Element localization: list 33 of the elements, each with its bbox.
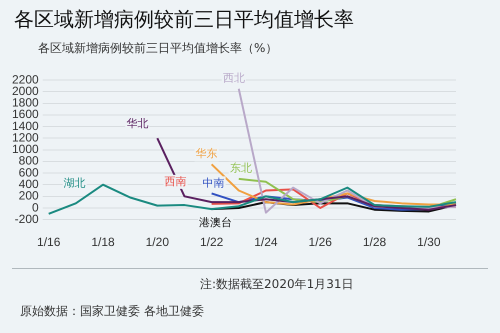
series-label: 华东	[196, 147, 218, 160]
y-tick-label: 2000	[12, 84, 40, 98]
y-tick-label: 2200	[12, 72, 40, 86]
series-label: 中南	[202, 176, 225, 190]
y-tick-label: 200	[18, 188, 40, 203]
y-tick-label: 1600	[12, 107, 40, 122]
y-tick-label: 1800	[12, 96, 40, 110]
series-label: 华北	[126, 117, 148, 130]
series-label: 湖北	[64, 176, 86, 190]
y-tick-label: 800	[18, 154, 40, 168]
x-tick-label: 1/28	[362, 235, 387, 250]
y-tick-label: 400	[18, 177, 40, 192]
y-tick-label: 1000	[12, 142, 40, 156]
x-tick-label: 1/16	[37, 235, 61, 250]
x-tick-label: 1/22	[200, 235, 224, 250]
y-tick-label: 0	[32, 200, 40, 214]
x-tick-label: 1/26	[308, 235, 332, 250]
x-tick-label: 1/18	[91, 235, 116, 250]
text: 原始数据：国家卫健委 各地卫健委	[20, 303, 204, 320]
y-tick-label: 1200	[12, 130, 40, 144]
chart-subtitle: 各区域新增病例较前三日平均值增长率（%）	[38, 40, 278, 57]
series-label: 东北	[230, 162, 252, 175]
x-tick-label: 1/30	[417, 235, 441, 250]
x-tick-label: 1/20	[146, 235, 170, 250]
y-tick-label: 1400	[12, 118, 40, 133]
series-label: 西北	[222, 72, 245, 85]
y-tick-label: 600	[18, 165, 40, 180]
chart-title: 各区域新增病例较前三日平均值增长率	[14, 6, 354, 33]
y-tick-label: -200	[14, 212, 40, 226]
series-label: 港澳台	[199, 216, 232, 229]
text: 西南	[164, 174, 187, 188]
x-tick-label: 1/24	[254, 235, 278, 250]
text: 注:数据截至2020年1月31日	[200, 276, 354, 293]
